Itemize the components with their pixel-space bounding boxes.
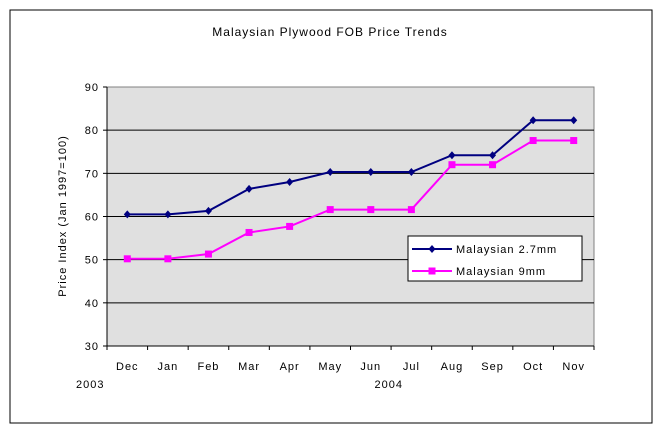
data-point	[407, 206, 415, 214]
x-tick-label: Aug	[441, 361, 464, 373]
x-tick-label: Jan	[158, 361, 179, 373]
data-point	[164, 255, 172, 263]
data-point	[489, 161, 497, 169]
data-point	[448, 161, 456, 169]
y-tick-labels: 30 40 50 60 70 80 90	[85, 82, 99, 353]
data-point	[326, 168, 334, 177]
data-point	[489, 151, 497, 160]
data-point	[570, 137, 578, 145]
y-tick-label: 40	[85, 298, 99, 310]
series-line	[127, 119, 574, 216]
data-point	[123, 255, 131, 263]
y-tick-label: 90	[85, 82, 99, 94]
x-tick-label: May	[318, 361, 342, 373]
x-tick-label: Dec	[116, 361, 139, 373]
x-tick-label: Nov	[562, 361, 585, 373]
year-labels: 2003 2004	[76, 379, 403, 391]
x-tick-label: Jul	[403, 361, 420, 373]
y-axis-label: Price Index (Jan 1997=100)	[57, 135, 69, 296]
data-point	[570, 116, 578, 125]
x-tick-label: Jun	[360, 361, 381, 373]
data-point	[245, 184, 253, 193]
x-tick-label: Sep	[481, 361, 504, 373]
y-tick-label: 70	[85, 168, 99, 180]
data-point	[407, 168, 415, 177]
x-tick-label: Oct	[523, 361, 543, 373]
data-point	[245, 228, 253, 236]
data-point	[204, 250, 212, 258]
legend-label: Malaysian 2.7mm	[456, 244, 557, 256]
data-point	[204, 206, 212, 215]
data-point	[529, 116, 537, 125]
legend: Malaysian 2.7mm Malaysian 9mm	[407, 235, 583, 282]
y-tick-label: 60	[85, 212, 99, 224]
data-point	[286, 222, 294, 230]
legend-box	[407, 235, 583, 282]
data-point	[286, 177, 294, 186]
data-point	[448, 151, 456, 160]
data-point	[326, 206, 334, 214]
x-tick-label: Mar	[238, 361, 260, 373]
series-group	[123, 116, 578, 263]
year-label: 2003	[76, 379, 104, 391]
y-tick-label: 80	[85, 125, 99, 137]
legend-label: Malaysian 9mm	[456, 266, 546, 278]
y-tick-label: 50	[85, 255, 99, 267]
series-malaysian-2-7mm	[123, 116, 578, 219]
data-point	[164, 210, 172, 219]
legend-marker	[428, 267, 436, 275]
data-point	[123, 210, 131, 219]
x-tick-label: Feb	[197, 361, 219, 373]
series-line	[127, 139, 574, 260]
legend-marker	[428, 245, 436, 253]
data-point	[529, 137, 537, 145]
data-point	[367, 206, 375, 214]
x-tick-label: Apr	[280, 361, 300, 373]
y-tick-label: 30	[85, 341, 99, 353]
series-malaysian-9mm	[123, 137, 578, 263]
x-tick-labels: Dec Jan Feb Mar Apr May Jun Jul Aug Sep Oct Nov	[116, 361, 585, 373]
data-point	[367, 168, 375, 177]
chart-title: Malaysian Plywood FOB Price Trends	[212, 25, 447, 39]
year-label: 2004	[375, 379, 403, 391]
